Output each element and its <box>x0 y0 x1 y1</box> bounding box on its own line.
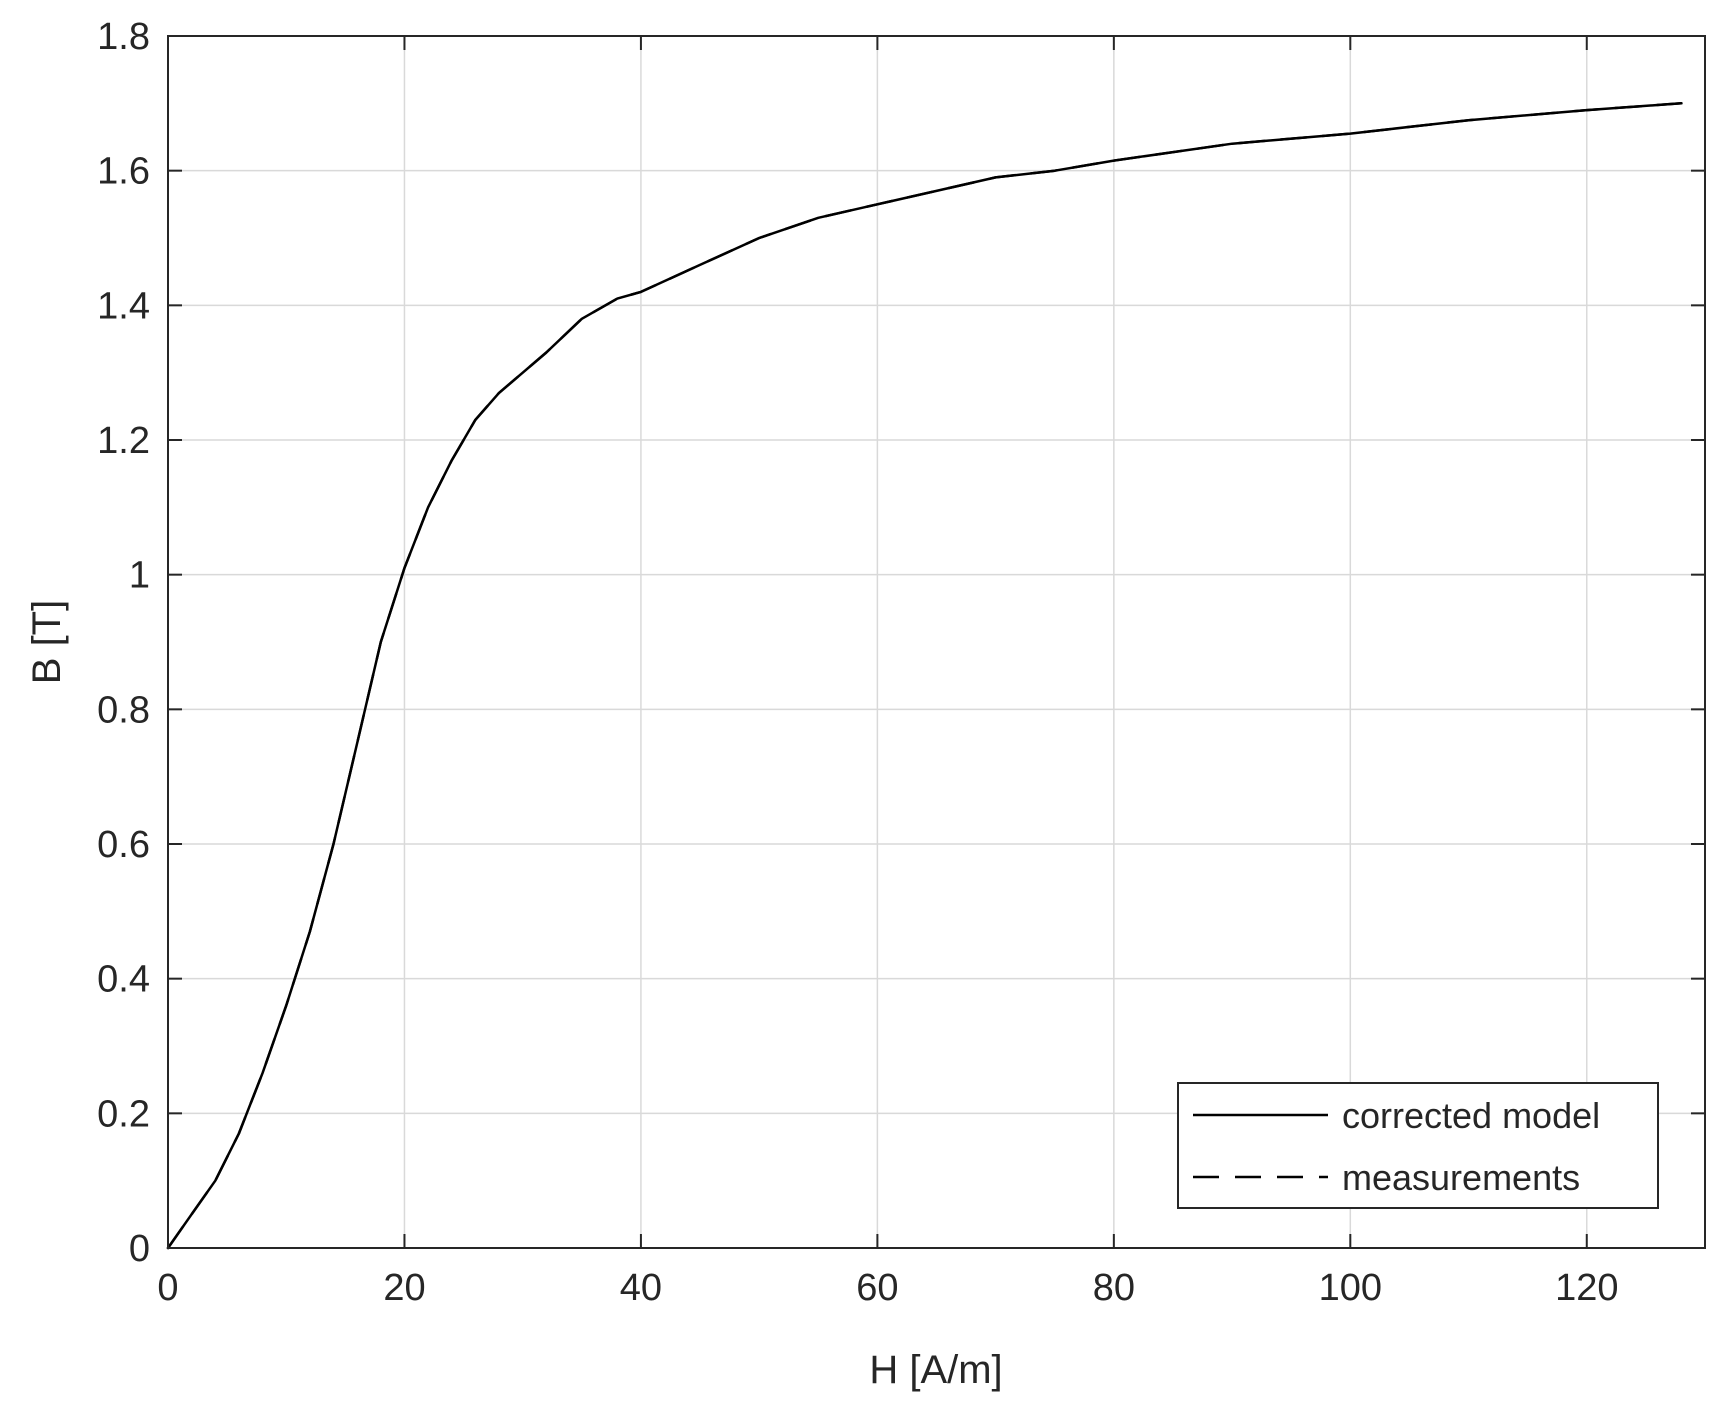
series-line-corrected-model <box>166 102 1683 1250</box>
y-tick-label: 1.6 <box>97 151 150 193</box>
x-tick-label: 120 <box>1555 1267 1618 1309</box>
x-tick-label: 80 <box>1093 1267 1135 1309</box>
legend-label-measurements: measurements <box>1342 1157 1580 1198</box>
plot-background <box>168 36 1705 1248</box>
plot-frame <box>167 35 1706 1249</box>
tick-labels: 0 20 40 60 80 100 120 0 0.2 0.4 0.6 0.8 1 1.2 1.4 1.6 1.… <box>97 16 1618 1309</box>
legend-box <box>1177 1082 1659 1209</box>
y-tick-label: 1.4 <box>97 285 150 327</box>
legend: corrected model measurements <box>1177 1082 1659 1209</box>
y-tick-label: 0 <box>129 1228 150 1270</box>
y-tick-label: 0.6 <box>97 824 150 866</box>
x-tick-label: 0 <box>157 1267 178 1309</box>
legend-label-corrected-model: corrected model <box>1342 1095 1600 1136</box>
y-tick-label: 1.8 <box>97 16 150 58</box>
x-tick-label: 40 <box>620 1267 662 1309</box>
y-tick-label: 1 <box>129 555 150 597</box>
x-tick-label: 60 <box>856 1267 898 1309</box>
y-tick-label: 0.4 <box>97 959 150 1001</box>
y-tick-label: 0.8 <box>97 689 150 731</box>
y-tick-label: 1.2 <box>97 420 150 462</box>
x-tick-label: 20 <box>383 1267 425 1309</box>
ticks <box>167 35 1705 1249</box>
y-axis-label: B [T] <box>25 600 69 684</box>
series-group <box>166 102 1683 1250</box>
x-tick-label: 100 <box>1319 1267 1382 1309</box>
x-axis-label: H [A/m] <box>869 1348 1002 1392</box>
y-tick-label: 0.2 <box>97 1093 150 1135</box>
